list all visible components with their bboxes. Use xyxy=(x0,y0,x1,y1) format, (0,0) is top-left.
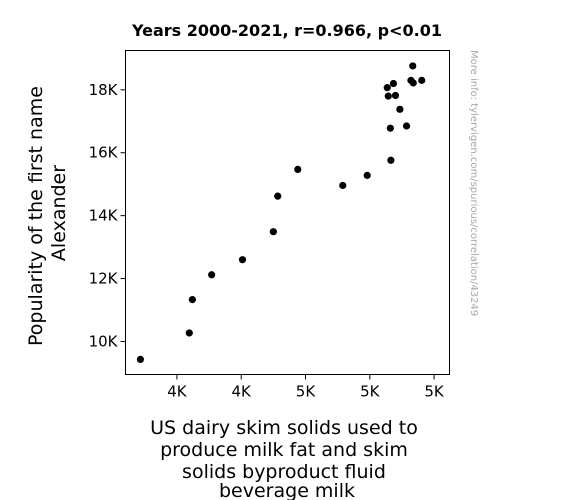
chart-title: Years 2000-2021, r=0.966, p<0.01 xyxy=(131,21,442,40)
data-point xyxy=(363,171,371,179)
x-axis-label-line-1: US dairy skim solids used to xyxy=(150,417,418,439)
y-axis-label-line-1: Popularity of the first name xyxy=(25,86,47,346)
x-tick-label: 4K xyxy=(232,383,253,401)
y-axis-label: Popularity of the first name Alexander xyxy=(25,80,70,346)
x-tick-label: 5K xyxy=(424,383,445,401)
data-point xyxy=(402,122,411,130)
data-point xyxy=(418,76,426,84)
data-point xyxy=(136,355,145,364)
plot-frame xyxy=(125,50,450,375)
data-point xyxy=(274,192,282,200)
data-point xyxy=(386,124,394,132)
watermark: More info: tylervigen.com/spurious/corre… xyxy=(468,50,479,316)
data-point xyxy=(188,296,196,304)
y-axis-label-line-2: Alexander xyxy=(48,165,70,261)
data-point xyxy=(383,84,391,92)
data-point xyxy=(396,105,404,113)
data-point xyxy=(269,228,277,236)
data-point xyxy=(238,256,247,264)
plot-area xyxy=(125,50,450,375)
x-axis-label: US dairy skim solids used to produce mil… xyxy=(150,417,424,500)
x-axis-label-line-4: beverage milk xyxy=(219,480,355,500)
data-point xyxy=(389,79,398,88)
data-point xyxy=(391,91,400,100)
data-point xyxy=(387,156,395,164)
x-tick-label: 5K xyxy=(360,383,381,401)
data-point xyxy=(339,181,347,190)
data-point xyxy=(409,62,417,70)
data-point xyxy=(384,92,392,100)
y-tick-label: 16K xyxy=(89,144,119,162)
x-tick-label: 4K xyxy=(167,383,188,401)
y-tick-label: 10K xyxy=(89,332,119,350)
x-axis-label-line-3: solids byproduct fluid xyxy=(182,461,386,483)
x-axis: 4K 4K 5K 5K 5K xyxy=(167,374,445,401)
data-point xyxy=(294,165,302,174)
data-point xyxy=(208,271,216,279)
data-point xyxy=(409,79,417,87)
data-point xyxy=(185,329,193,337)
y-tick-label: 12K xyxy=(89,270,119,288)
data-points xyxy=(136,62,426,364)
x-tick-label: 5K xyxy=(296,383,317,401)
y-axis: 10K 12K 14K 16K 18K xyxy=(89,81,126,350)
y-tick-label: 18K xyxy=(89,81,119,99)
y-tick-label: 14K xyxy=(89,207,119,225)
x-axis-label-line-2: produce milk fat and skim xyxy=(160,439,408,461)
